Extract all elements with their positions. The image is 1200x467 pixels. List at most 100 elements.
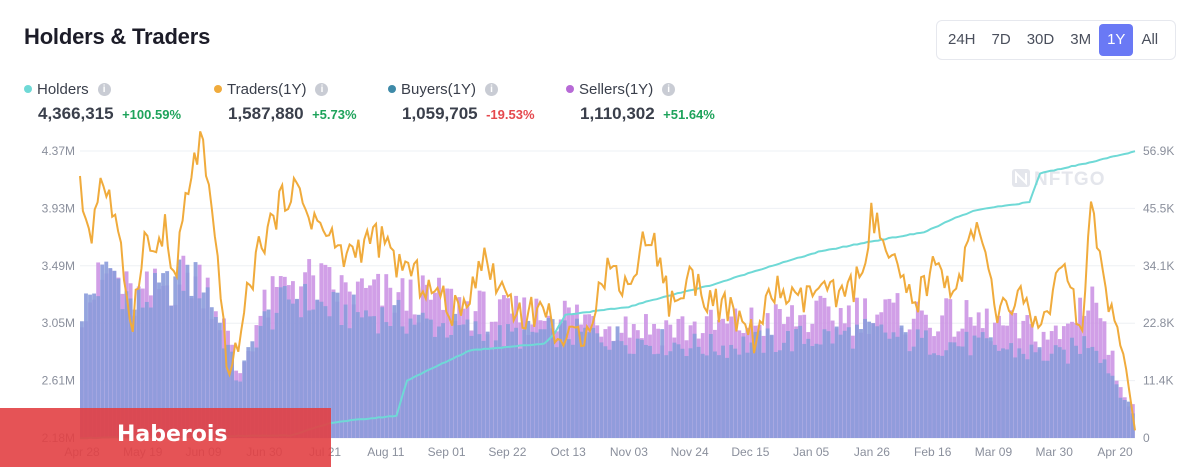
buyer-bar xyxy=(116,278,121,438)
buyer-bar xyxy=(173,276,178,438)
buyer-bar xyxy=(684,356,689,438)
buyer-bar xyxy=(157,282,161,438)
buyer-bar xyxy=(867,321,872,438)
legend-item-buyers[interactable]: Buyers(1Y) i 1,059,705 -19.53% xyxy=(388,78,535,124)
buyer-bar xyxy=(814,343,819,438)
buyer-bar xyxy=(84,293,88,438)
legend-item-holders[interactable]: Holders i 4,366,315 +100.59% xyxy=(24,78,181,124)
legend-item-sellers[interactable]: Sellers(1Y) i 1,110,302 +51.64% xyxy=(566,78,715,124)
right-y-axis: 0 11.4K 22.8K 34.1K 45.5K 56.9K xyxy=(1143,144,1174,445)
buyer-bar xyxy=(879,324,884,438)
range-tab-30d[interactable]: 30D xyxy=(1026,31,1055,48)
holders-color-dot xyxy=(24,85,32,93)
buyer-bar xyxy=(810,346,815,438)
buyer-bar xyxy=(648,345,652,438)
buyer-bar xyxy=(1005,349,1009,438)
buyer-bar xyxy=(883,332,888,438)
info-icon[interactable]: i xyxy=(662,82,676,96)
buyer-bar xyxy=(1049,353,1054,438)
legend-item-traders[interactable]: Traders(1Y) i 1,587,880 +5.73% xyxy=(214,78,357,124)
buyer-bar xyxy=(1021,353,1026,438)
buyer-bar xyxy=(372,316,376,438)
left-y-tick-label: 2.61M xyxy=(42,374,75,388)
buyer-bar xyxy=(579,331,583,438)
range-tab-1y[interactable]: 1Y xyxy=(1099,24,1134,56)
info-icon[interactable]: i xyxy=(485,82,499,96)
buyer-bar xyxy=(404,333,409,438)
buyer-bar xyxy=(948,342,953,438)
buyer-bar xyxy=(185,264,190,438)
buyer-bar xyxy=(915,329,920,438)
buyer-bar xyxy=(591,327,596,438)
buyer-bar xyxy=(680,348,685,438)
buyer-bar xyxy=(278,287,283,438)
buyer-bar xyxy=(899,325,904,438)
buyer-bar xyxy=(708,333,713,438)
buyer-bar xyxy=(761,352,766,438)
buyer-bar xyxy=(1090,346,1095,438)
buyer-bar xyxy=(919,337,924,438)
buyer-bar xyxy=(1078,353,1083,438)
range-tab-3m[interactable]: 3M xyxy=(1070,31,1092,48)
range-tab-7d[interactable]: 7D xyxy=(991,31,1011,48)
buyer-bar xyxy=(493,340,498,438)
buyer-bar xyxy=(307,310,312,438)
buyer-bar xyxy=(153,273,157,438)
buyer-bar xyxy=(603,346,608,438)
buyer-bar xyxy=(575,318,579,438)
x-tick-label: Dec 15 xyxy=(731,445,769,459)
buyer-bar xyxy=(453,313,458,438)
legend-change: +51.64% xyxy=(663,107,715,122)
buyer-bar xyxy=(765,328,770,438)
buyer-bar xyxy=(295,298,299,438)
info-icon[interactable]: i xyxy=(97,82,111,96)
buyer-bar xyxy=(595,333,600,438)
buyer-bar xyxy=(741,336,746,438)
buyer-bar xyxy=(713,351,717,438)
buyer-bar xyxy=(311,309,316,438)
range-tab-24h[interactable]: 24H xyxy=(948,31,976,48)
buyers-color-dot xyxy=(388,85,396,93)
buyer-bar xyxy=(627,353,632,438)
buyer-bar xyxy=(928,354,932,438)
buyer-bar xyxy=(875,326,880,438)
buyer-bar xyxy=(270,329,275,438)
buyer-bar xyxy=(128,298,133,438)
buyer-bar xyxy=(1070,337,1074,438)
buyer-bar xyxy=(1074,345,1078,438)
buyer-bar xyxy=(380,307,385,438)
buyer-bar xyxy=(932,353,936,438)
buyer-bar xyxy=(161,273,165,438)
buyer-bar xyxy=(473,321,478,438)
buyer-bar xyxy=(838,334,843,438)
buyer-bar xyxy=(189,295,194,438)
buyer-bar xyxy=(1029,344,1034,438)
buyer-bar xyxy=(140,307,145,438)
buyer-bar xyxy=(790,351,794,438)
buyer-bar xyxy=(773,352,778,438)
buyer-bar xyxy=(112,270,117,438)
buyer-bar xyxy=(197,298,202,438)
buyer-bar xyxy=(327,316,332,438)
legend-change: -19.53% xyxy=(486,107,535,122)
time-range-selector: 24H 7D 30D 3M 1Y All xyxy=(936,20,1176,60)
buyer-bar xyxy=(376,333,381,438)
info-icon[interactable]: i xyxy=(315,82,329,96)
buyer-bar xyxy=(1041,360,1046,438)
buyer-bar xyxy=(676,344,681,438)
buyer-bar xyxy=(635,338,640,438)
buyer-bar xyxy=(688,348,693,438)
buyer-bar xyxy=(611,341,616,438)
buyer-bar xyxy=(997,350,1001,438)
range-tab-all[interactable]: All xyxy=(1141,31,1159,48)
buyer-bar xyxy=(1061,349,1066,438)
buyer-bar xyxy=(696,346,701,438)
buyer-bar xyxy=(940,355,945,438)
buyer-bar xyxy=(964,331,969,438)
buyer-bar xyxy=(177,259,182,438)
buyer-bar xyxy=(1082,336,1087,438)
x-tick-label: Feb 16 xyxy=(914,445,952,459)
buyer-bar xyxy=(303,283,308,438)
legend-label: Sellers(1Y) xyxy=(579,80,654,98)
